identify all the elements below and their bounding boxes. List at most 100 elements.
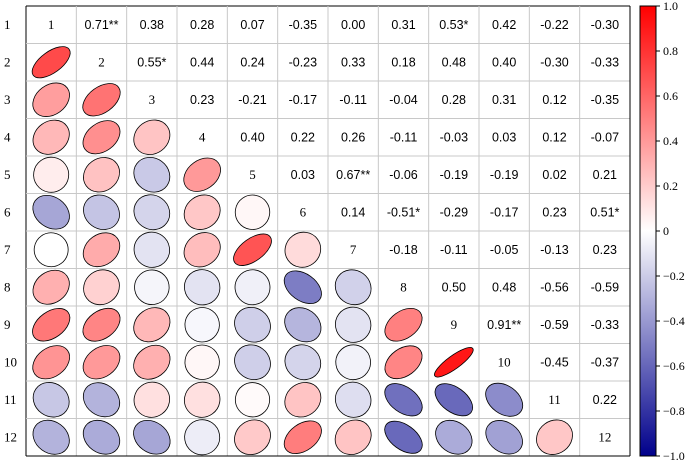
correlation-ellipse [234, 269, 271, 306]
correlation-ellipse [183, 232, 221, 268]
diagonal-label: 10 [498, 354, 511, 369]
correlation-value: -0.11 [440, 243, 468, 257]
colorbar-tick-label: −1.0 [663, 449, 685, 463]
correlation-ellipse [33, 232, 69, 268]
correlation-ellipse [334, 381, 372, 418]
diagonal-label: 4 [199, 129, 206, 144]
correlation-ellipse [183, 194, 221, 230]
correlation-ellipse [384, 383, 423, 417]
correlation-ellipse [384, 420, 423, 454]
correlation-value: 0.33 [341, 55, 365, 69]
correlation-ellipse [82, 307, 121, 342]
correlation-value: 0.03 [291, 168, 315, 182]
correlation-value: -0.13 [540, 243, 569, 257]
correlation-value: 0.48 [492, 280, 516, 294]
correlation-value: -0.05 [490, 243, 519, 257]
correlation-ellipse [334, 269, 372, 306]
correlation-ellipse [31, 46, 71, 79]
correlation-value: -0.19 [490, 168, 519, 182]
correlation-value: -0.17 [289, 93, 318, 107]
correlation-value: -0.04 [389, 93, 418, 107]
diagonal-label: 11 [548, 392, 561, 407]
correlation-ellipse [283, 420, 322, 455]
correlation-ellipse [284, 344, 322, 381]
correlation-value: 0.44 [190, 55, 214, 69]
correlation-ellipse [384, 345, 423, 380]
matrix-cells: 1 0.71** 0.38 0.28 0.07 -0.35 0.00 0.31 0.53* 0.4… [31, 17, 620, 456]
correlation-ellipse [284, 382, 322, 418]
correlation-ellipse [83, 269, 120, 306]
correlation-value: 0.50 [442, 280, 466, 294]
diagonal-label: 1 [48, 17, 55, 32]
colorbar-tick-label: −0.6 [663, 359, 685, 373]
colorbar-tick-label: −0.2 [663, 269, 685, 283]
correlation-value: -0.11 [390, 130, 418, 144]
colorbar: 1.0 0.8 0.6 0.4 0.2 0 −0.2 −0.4 −0.6 −0.8 −1.0 [639, 0, 685, 463]
correlation-value: 0.71** [84, 18, 118, 32]
correlation-value: -0.51* [387, 205, 420, 219]
row-label: 7 [4, 242, 11, 257]
correlation-ellipse [234, 344, 271, 381]
correlation-ellipse [335, 306, 372, 343]
row-label: 4 [4, 129, 11, 144]
correlation-value: -0.33 [591, 318, 620, 332]
correlation-ellipse [82, 83, 121, 117]
row-label: 12 [4, 429, 17, 444]
colorbar-tick-label: 0.6 [663, 89, 678, 103]
correlation-value: 0.07 [240, 18, 264, 32]
colorbar-tick-label: 0.8 [663, 44, 678, 58]
correlation-ellipse [133, 119, 171, 155]
correlation-value: 0.02 [542, 168, 566, 182]
correlation-value: -0.45 [540, 355, 569, 369]
correlation-ellipse [434, 383, 474, 417]
correlation-value: -0.18 [389, 243, 418, 257]
correlation-ellipse [82, 120, 121, 155]
correlation-ellipse [32, 269, 70, 305]
colorbar-tick-label: 0.4 [663, 134, 678, 148]
correlation-ellipse [184, 307, 220, 343]
correlation-value: 0.28 [442, 93, 466, 107]
colorbar-tick-label: −0.4 [663, 314, 685, 328]
colorbar-tick-label: 0 [663, 224, 669, 238]
correlation-value: 0.38 [140, 18, 164, 32]
correlation-value: 0.18 [391, 55, 415, 69]
diagonal-label: 3 [149, 92, 156, 107]
correlation-value: -0.07 [591, 130, 620, 144]
correlation-ellipse [184, 344, 220, 380]
correlation-ellipse [234, 382, 271, 418]
correlation-value: -0.59 [540, 318, 569, 332]
diagonal-label: 7 [350, 242, 357, 257]
correlation-value: -0.23 [289, 55, 318, 69]
correlation-ellipse [133, 231, 170, 268]
correlation-value: -0.06 [389, 168, 418, 182]
correlation-value: 0.22 [291, 130, 315, 144]
correlation-ellipse [82, 232, 121, 268]
correlation-ellipse [183, 157, 221, 192]
correlation-value: 0.24 [240, 55, 264, 69]
colorbar-gradient [639, 5, 657, 457]
correlation-ellipse [32, 308, 71, 342]
correlation-value: -0.37 [591, 355, 620, 369]
correlation-value: 0.12 [542, 130, 566, 144]
correlation-value: -0.30 [591, 18, 620, 32]
correlation-ellipse [335, 344, 371, 381]
correlation-value: -0.59 [591, 280, 620, 294]
correlation-value: -0.22 [540, 18, 569, 32]
correlation-ellipse [133, 307, 171, 343]
correlation-ellipse [485, 420, 523, 455]
row-label: 5 [4, 167, 11, 182]
correlation-value: 0.14 [341, 205, 365, 219]
correlation-value: 0.12 [542, 93, 566, 107]
correlation-ellipse [133, 157, 171, 193]
correlation-ellipse [183, 381, 221, 418]
correlation-ellipse [32, 119, 70, 155]
row-label: 2 [4, 54, 11, 69]
correlation-ellipse [83, 157, 120, 193]
correlation-ellipse [384, 307, 423, 342]
correlation-ellipse [133, 381, 171, 418]
correlation-value: -0.30 [540, 55, 569, 69]
correlation-value: 0.23 [190, 93, 214, 107]
correlation-ellipse [32, 419, 70, 455]
correlation-value: -0.11 [339, 93, 367, 107]
